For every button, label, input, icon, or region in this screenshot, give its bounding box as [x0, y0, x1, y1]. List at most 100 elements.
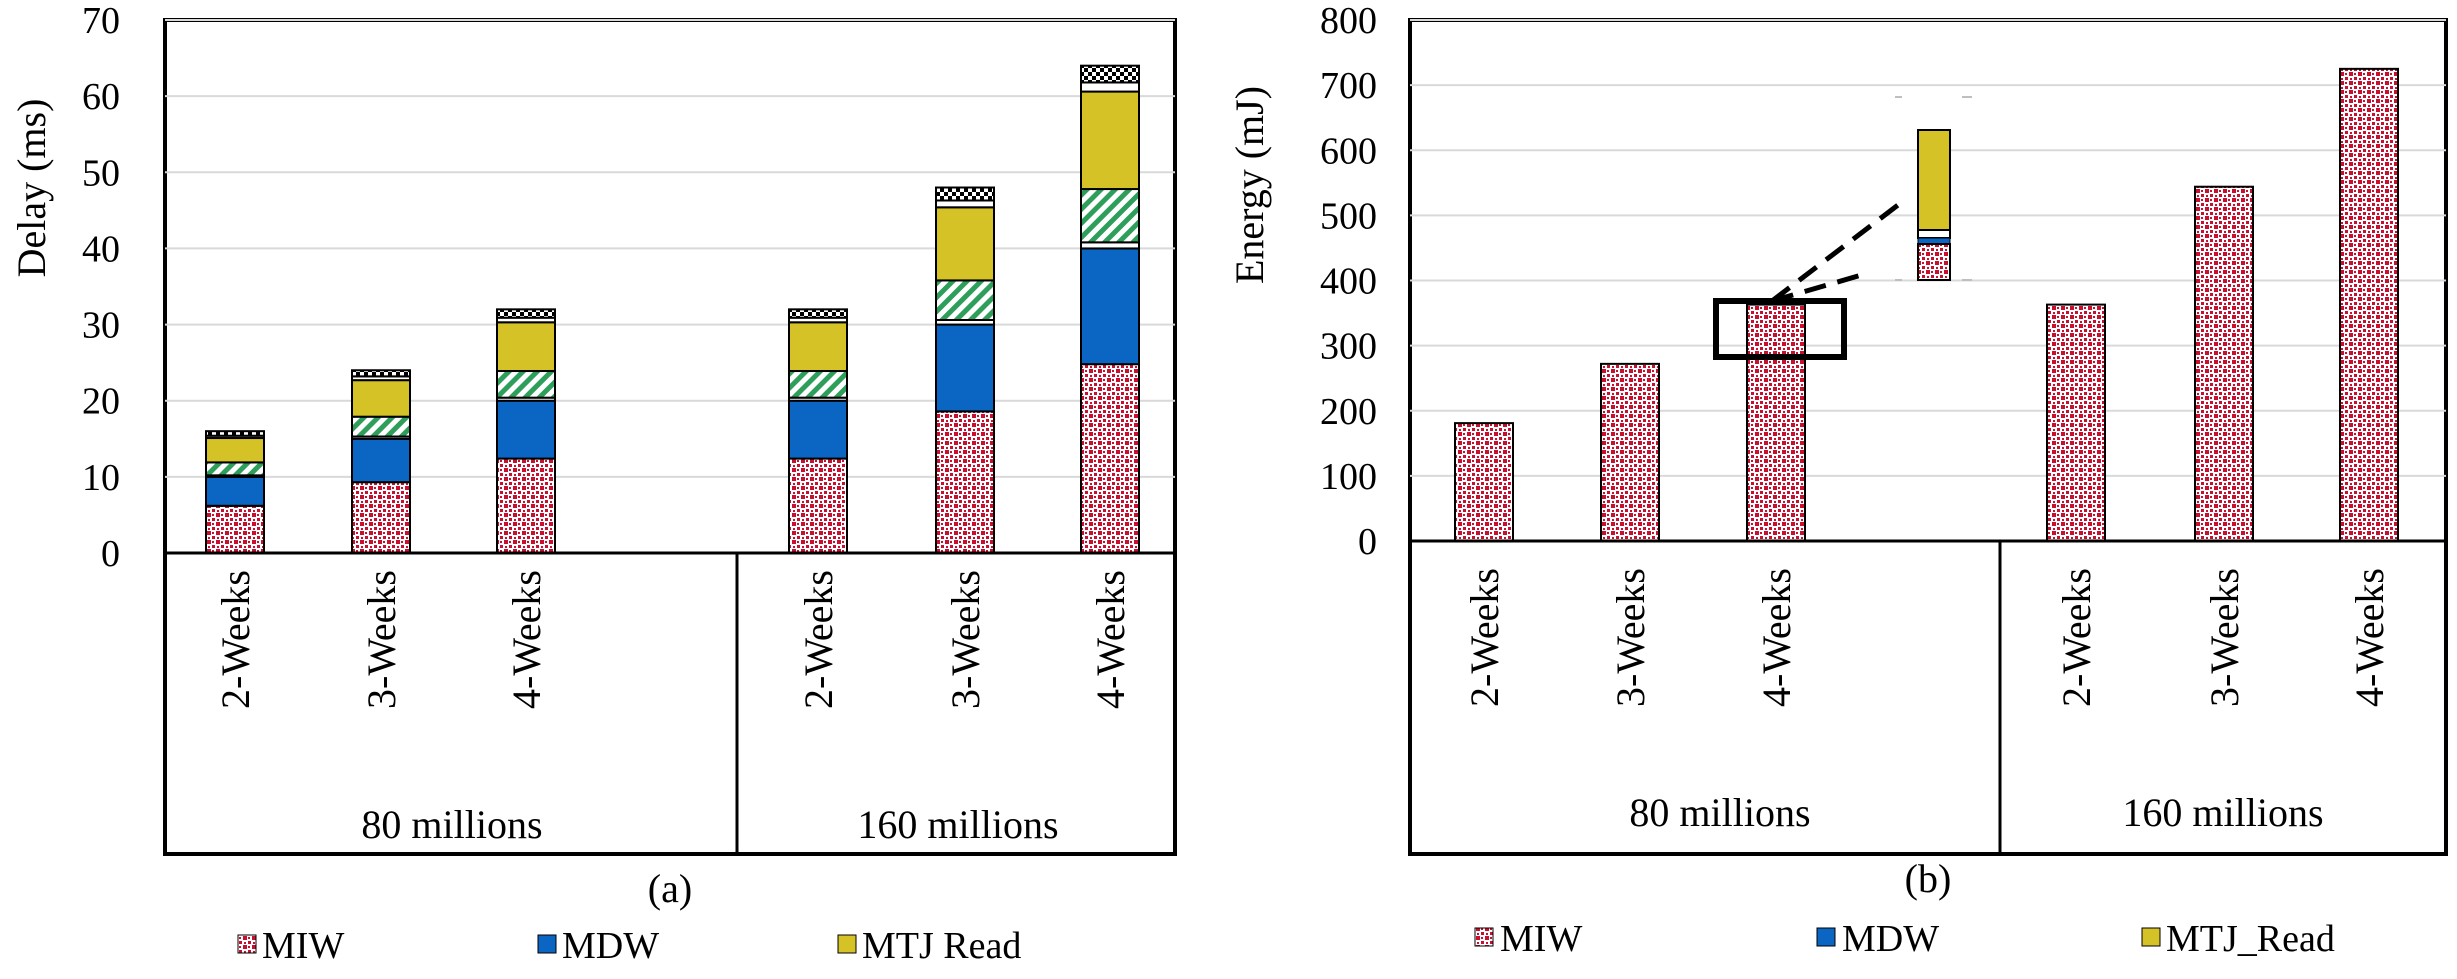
x-category-label: 2-Weeks — [796, 570, 841, 709]
bar-segment-miw — [935, 410, 995, 555]
bar-segment-small-segment-3 — [935, 199, 995, 209]
legend-label-mtj-read: MTJ Read — [862, 925, 1021, 967]
energy-y-ticks: 0 100 200 300 400 500 600 700 800 — [1320, 0, 1377, 563]
bar-segment-miw — [2339, 67, 2399, 542]
y-tick-label: 60 — [82, 76, 120, 118]
bar-segment-mtj-read — [788, 321, 848, 373]
bar-segment-small-segment-4 — [496, 308, 556, 319]
bar-segment-mdw — [205, 475, 265, 507]
energy-group-label-80: 80 millions — [1629, 790, 1810, 835]
zoom-connector-line-2 — [1771, 271, 1866, 304]
bar-segment-miw — [496, 457, 556, 554]
x-category-label: 4-Weeks — [504, 570, 549, 709]
panel-a-caption: (a) — [648, 866, 692, 911]
inset-small-segment — [1917, 229, 1951, 239]
x-category-label: 2-Weeks — [213, 570, 258, 709]
y-tick-label: 500 — [1320, 195, 1377, 237]
y-tick-label: 100 — [1320, 456, 1377, 498]
bar-segment-small-segment-2 — [205, 461, 265, 477]
bar-segment-small-segment-2 — [496, 370, 556, 399]
x-category-label: 4-Weeks — [1754, 568, 1799, 707]
legend-swatch-miw — [1474, 927, 1494, 947]
y-tick-label: 700 — [1320, 65, 1377, 107]
energy-group-label-160: 160 millions — [2122, 790, 2323, 835]
y-tick-label: 10 — [82, 457, 120, 499]
bar-segment-miw — [1454, 422, 1514, 542]
panel-b-caption: (b) — [1905, 856, 1952, 901]
bar-segment-small-segment-2 — [788, 370, 848, 399]
bar-segment-mtj-read — [1080, 90, 1140, 191]
legend-swatch-mtj-read — [2141, 927, 2161, 947]
bar-segment-small-segment-3 — [1080, 81, 1140, 93]
bar-segment-miw — [205, 504, 265, 555]
x-category-label: 2-Weeks — [2054, 568, 2099, 707]
delay-legend: MIW MDW MTJ Read — [237, 925, 1021, 967]
bar-segment-small-segment-4 — [1080, 64, 1140, 84]
x-category-label: 3-Weeks — [1608, 568, 1653, 707]
bar-segment-mtj-read — [496, 321, 556, 373]
bar-segment-mdw — [496, 399, 556, 460]
bar-segment-miw — [351, 481, 411, 554]
legend-label-miw: MIW — [262, 925, 344, 967]
bar-segment-miw — [2046, 303, 2106, 542]
bar-segment-mdw — [1080, 247, 1140, 366]
x-category-label: 3-Weeks — [943, 570, 988, 709]
bar-segment-small-segment-2 — [351, 415, 411, 438]
y-tick-label: 0 — [101, 533, 120, 575]
energy-chart: 0 100 200 300 400 500 600 700 800 2-Weeks 3-Weeks… — [1227, 0, 2448, 960]
bar-segment-miw — [1746, 303, 1806, 542]
y-tick-label: 40 — [82, 228, 120, 270]
y-tick-label: 50 — [82, 152, 120, 194]
inset-mtj-read-segment — [1917, 129, 1951, 231]
y-tick-label: 200 — [1320, 391, 1377, 433]
zoom-connector-line-1 — [1770, 203, 1900, 303]
bar-segment-small-segment-4 — [935, 186, 995, 202]
legend-swatch-mdw — [1816, 927, 1836, 947]
legend-swatch-mdw — [537, 934, 557, 954]
bar-segment-miw — [1600, 362, 1660, 542]
legend-label-mdw: MDW — [1842, 918, 1939, 960]
y-tick-label: 70 — [82, 0, 120, 42]
bar-segment-small-segment-4 — [351, 369, 411, 378]
y-tick-label: 30 — [82, 305, 120, 347]
delay-chart: 0 10 20 30 40 50 60 70 2-Weeks 3-Weeks 4-Weeks 2-W… — [9, 0, 1177, 967]
x-category-label: 4-Weeks — [2347, 568, 2392, 707]
legend-swatch-mtj-read — [837, 934, 857, 954]
x-category-label: 3-Weeks — [2202, 568, 2247, 707]
bar-segment-small-segment-4 — [205, 430, 265, 437]
legend-label-mdw: MDW — [562, 925, 659, 967]
y-tick-label: 300 — [1320, 326, 1377, 368]
energy-y-axis-label: Energy (mJ) — [1227, 86, 1272, 284]
y-tick-label: 0 — [1358, 521, 1377, 563]
bar-segment-small-segment-2 — [935, 279, 995, 322]
bar-segment-mtj-read — [205, 437, 265, 464]
bar-segment-mdw — [935, 323, 995, 413]
legend-label-miw: MIW — [1500, 918, 1582, 960]
bar-segment-miw — [1080, 363, 1140, 554]
energy-legend: MIW MDW MTJ_Read — [1474, 918, 2335, 960]
bar-segment-mtj-read — [935, 206, 995, 282]
y-tick-label: 600 — [1320, 130, 1377, 172]
y-tick-label: 20 — [82, 381, 120, 423]
bar-segment-mtj-read — [351, 379, 411, 418]
zoom-inset — [1895, 96, 1972, 281]
inset-miw-segment — [1917, 243, 1951, 281]
energy-x-labels: 2-Weeks 3-Weeks 4-Weeks 2-Weeks 3-Weeks 4-Wee… — [1462, 568, 2392, 707]
y-tick-label: 400 — [1320, 261, 1377, 303]
y-tick-label: 800 — [1320, 0, 1377, 42]
delay-group-label-80: 80 millions — [361, 802, 542, 847]
bar-segment-mdw — [788, 399, 848, 460]
delay-bars — [205, 64, 1140, 555]
delay-y-axis-label: Delay (ms) — [9, 99, 54, 278]
delay-gridlines — [165, 19, 1175, 478]
delay-chart-frame — [163, 18, 1177, 856]
bar-segment-mdw — [351, 437, 411, 484]
bar-segment-small-segment-4 — [788, 308, 848, 319]
bar-segment-miw — [2194, 185, 2254, 542]
x-category-label: 3-Weeks — [359, 570, 404, 709]
legend-label-mtj-read: MTJ_Read — [2166, 918, 2335, 960]
delay-y-ticks: 0 10 20 30 40 50 60 70 — [82, 0, 120, 575]
energy-bars — [1454, 67, 2399, 542]
legend-swatch-miw — [237, 934, 257, 954]
